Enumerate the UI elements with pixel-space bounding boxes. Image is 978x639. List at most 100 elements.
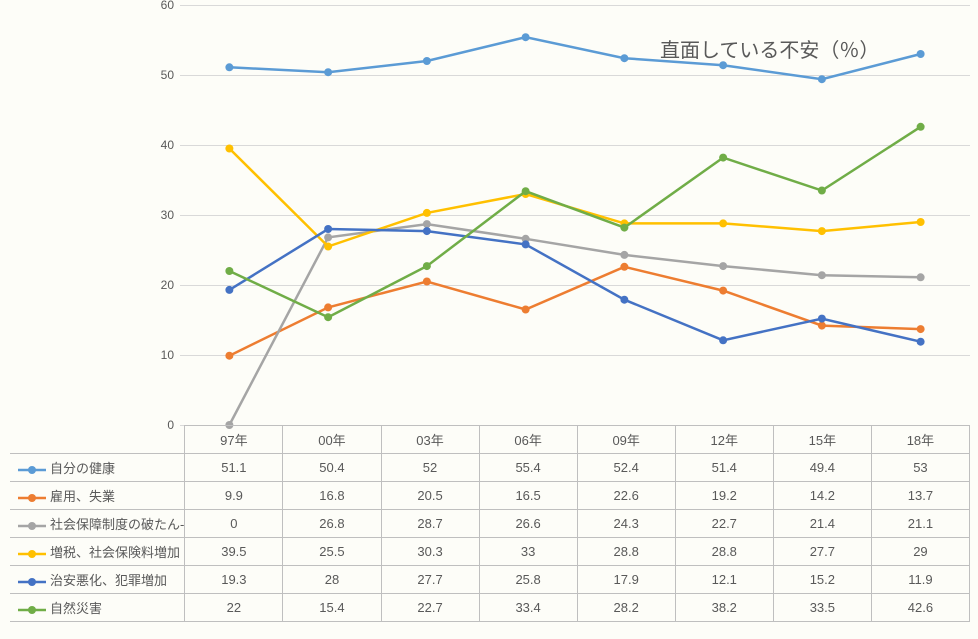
table-header-cell: 18年 <box>871 426 969 454</box>
series-marker <box>620 224 628 232</box>
chart-title: 直面している不安（％） <box>660 34 879 63</box>
table-cell: 21.4 <box>773 510 871 538</box>
y-tick-label: 10 <box>150 348 174 362</box>
series-marker <box>917 338 925 346</box>
series-marker <box>818 315 826 323</box>
table-cell: 52 <box>381 454 479 482</box>
series-marker <box>719 154 727 162</box>
series-marker <box>917 50 925 58</box>
series-marker <box>225 286 233 294</box>
series-marker <box>719 336 727 344</box>
y-tick-label: 40 <box>150 138 174 152</box>
table-cell: 51.4 <box>675 454 773 482</box>
table-cell: 21.1 <box>871 510 969 538</box>
table-cell: 29 <box>871 538 969 566</box>
table-row: 自然災害2215.422.733.428.238.233.542.6 <box>10 594 970 622</box>
legend-cell: 治安悪化、犯罪増加 <box>10 566 185 594</box>
table-cell: 28.2 <box>577 594 675 622</box>
table-cell: 39.5 <box>185 538 283 566</box>
y-tick-label: 50 <box>150 68 174 82</box>
table-cell: 30.3 <box>381 538 479 566</box>
legend-marker-icon <box>18 520 46 532</box>
table-cell: 28.8 <box>675 538 773 566</box>
series-line <box>229 149 920 247</box>
table-cell: 12.1 <box>675 566 773 594</box>
table-cell: 26.6 <box>479 510 577 538</box>
table-cell: 28.8 <box>577 538 675 566</box>
series-marker <box>225 352 233 360</box>
series-marker <box>719 219 727 227</box>
series-marker <box>423 278 431 286</box>
table-cell: 19.2 <box>675 482 773 510</box>
table-cell: 24.3 <box>577 510 675 538</box>
series-marker <box>522 240 530 248</box>
table-cell: 22.7 <box>381 594 479 622</box>
series-marker <box>324 313 332 321</box>
series-marker <box>522 187 530 195</box>
table-cell: 22 <box>185 594 283 622</box>
table-header-cell: 00年 <box>283 426 381 454</box>
series-marker <box>423 220 431 228</box>
table-cell: 53 <box>871 454 969 482</box>
legend-label: 自然災害 <box>50 601 102 616</box>
series-marker <box>225 267 233 275</box>
table-cell: 11.9 <box>871 566 969 594</box>
series-marker <box>917 123 925 131</box>
legend-label: 社会保障制度の破たん- <box>50 517 184 532</box>
table-cell: 26.8 <box>283 510 381 538</box>
table-cell: 33 <box>479 538 577 566</box>
series-marker <box>423 227 431 235</box>
table-cell: 28 <box>283 566 381 594</box>
table-cell: 13.7 <box>871 482 969 510</box>
legend-cell: 社会保障制度の破たん- <box>10 510 185 538</box>
table-cell: 20.5 <box>381 482 479 510</box>
table-header-cell: 15年 <box>773 426 871 454</box>
series-marker <box>522 33 530 41</box>
series-marker <box>225 145 233 153</box>
table-cell: 49.4 <box>773 454 871 482</box>
table-row: 社会保障制度の破たん-026.828.726.624.322.721.421.1 <box>10 510 970 538</box>
series-marker <box>522 306 530 314</box>
legend-label: 治安悪化、犯罪増加 <box>50 573 167 588</box>
table-cell: 25.5 <box>283 538 381 566</box>
series-marker <box>917 218 925 226</box>
table-row: 治安悪化、犯罪増加19.32827.725.817.912.115.211.9 <box>10 566 970 594</box>
table-cell: 14.2 <box>773 482 871 510</box>
table-cell: 50.4 <box>283 454 381 482</box>
series-marker <box>620 296 628 304</box>
series-marker <box>324 303 332 311</box>
series-marker <box>423 209 431 217</box>
legend-label: 雇用、失業 <box>50 489 115 504</box>
table-row: 増税、社会保険料増加39.525.530.33328.828.827.729 <box>10 538 970 566</box>
series-marker <box>324 68 332 76</box>
chart-container: 直面している不安（％） 010203040506097年00年03年06年09年… <box>0 0 978 639</box>
series-marker <box>818 187 826 195</box>
table-header-row: 97年00年03年06年09年12年15年18年 <box>10 426 970 454</box>
table-header-cell: 97年 <box>185 426 283 454</box>
table-cell: 15.4 <box>283 594 381 622</box>
table-cell: 22.7 <box>675 510 773 538</box>
table-row: 自分の健康 51.150.45255.452.451.449.453 <box>10 454 970 482</box>
table-cell: 28.7 <box>381 510 479 538</box>
series-marker <box>719 287 727 295</box>
table-cell: 15.2 <box>773 566 871 594</box>
legend-marker-icon <box>18 604 46 616</box>
table-cell: 27.7 <box>773 538 871 566</box>
series-marker <box>324 225 332 233</box>
legend-marker-icon <box>18 576 46 588</box>
table-cell: 51.1 <box>185 454 283 482</box>
table-cell: 19.3 <box>185 566 283 594</box>
series-marker <box>917 273 925 281</box>
series-marker <box>818 322 826 330</box>
series-marker <box>719 262 727 270</box>
series-marker <box>620 54 628 62</box>
y-tick-label: 30 <box>150 208 174 222</box>
legend-label: 自分の健康 <box>50 461 115 476</box>
series-marker <box>423 57 431 65</box>
legend-label: 増税、社会保険料増加 <box>50 545 180 560</box>
series-marker <box>423 262 431 270</box>
series-marker <box>818 271 826 279</box>
table-cell: 52.4 <box>577 454 675 482</box>
legend-cell: 自然災害 <box>10 594 185 622</box>
table-cell: 55.4 <box>479 454 577 482</box>
